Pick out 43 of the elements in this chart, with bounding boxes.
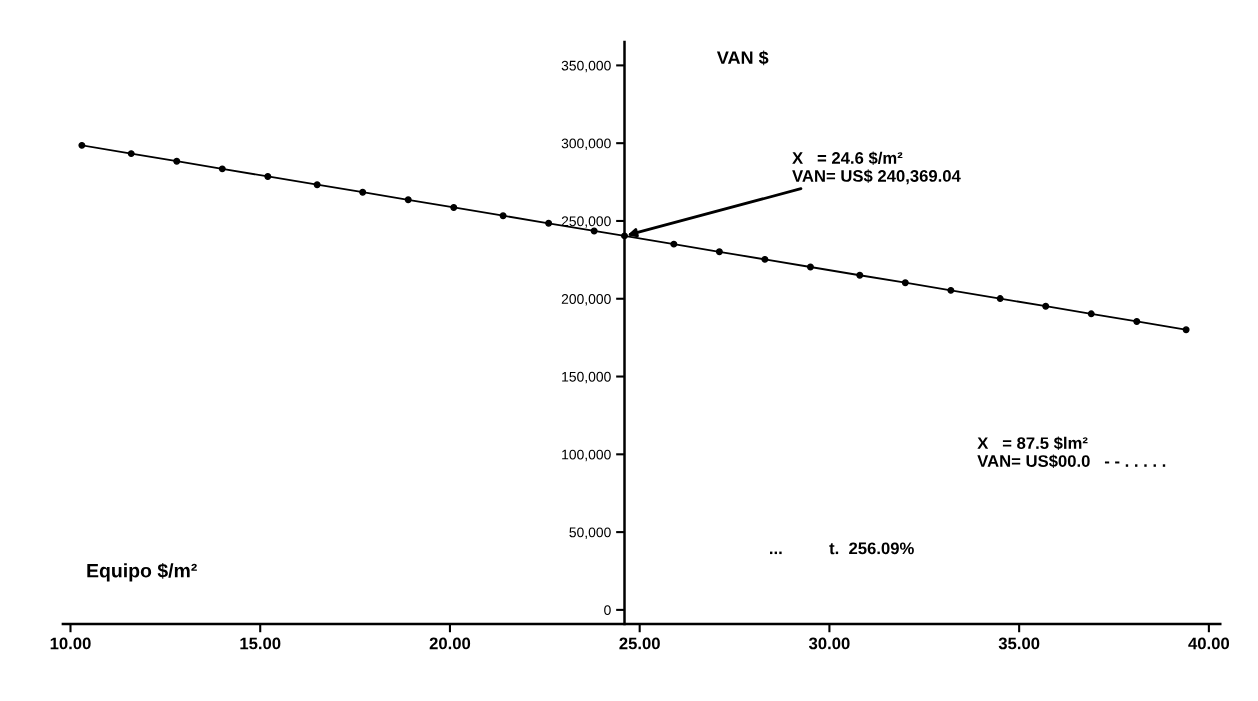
x-tick-label: 30.00 xyxy=(808,637,850,650)
point xyxy=(761,255,769,263)
annotation: ... t. 256.09% xyxy=(770,542,914,555)
point xyxy=(313,181,321,189)
point xyxy=(996,295,1004,303)
point xyxy=(1087,310,1095,318)
point xyxy=(499,212,507,220)
point xyxy=(78,141,86,149)
x-tick-label: 10.00 xyxy=(50,637,91,650)
y-tick-label: 200,000 xyxy=(561,294,611,306)
point xyxy=(1042,302,1050,310)
x-axis-title: Equipo $/m² xyxy=(87,562,197,582)
point xyxy=(264,172,272,180)
y-tick-label: 50,000 xyxy=(569,527,611,539)
y-tick-label: 300,000 xyxy=(561,138,611,150)
point xyxy=(404,196,412,204)
y-axis-title: VAN $ xyxy=(716,50,769,66)
x-tick-label: 25.00 xyxy=(619,637,660,650)
x-tick-label: 40.00 xyxy=(1188,637,1230,650)
annotation: X = 87.5 $lm² VAN= US$00.0 - - . . . . . xyxy=(977,436,1166,469)
x-tick-label: 35.00 xyxy=(998,637,1040,650)
point xyxy=(1133,317,1141,325)
x-tick-label: 15.00 xyxy=(240,637,281,650)
point xyxy=(218,165,226,173)
point xyxy=(901,279,909,287)
y-tick-label: 0 xyxy=(604,605,611,616)
y-tick-label: 100,000 xyxy=(562,449,611,462)
annotation: X = 24.6 $/m² VAN= US$ 240,369.04 xyxy=(792,151,961,185)
point xyxy=(947,286,955,294)
y-tick-label: 250,000 xyxy=(561,216,611,228)
y-tick-label: 150,000 xyxy=(562,371,611,384)
point xyxy=(545,219,553,227)
point xyxy=(173,157,181,165)
point xyxy=(806,263,814,271)
point xyxy=(1182,326,1190,334)
point xyxy=(359,188,367,196)
point xyxy=(715,248,723,256)
y-tick-label: 350,000 xyxy=(561,60,611,73)
point xyxy=(127,150,135,158)
point xyxy=(856,271,864,279)
x-tick-label: 20.00 xyxy=(429,637,471,650)
point xyxy=(450,203,458,211)
point xyxy=(670,240,678,248)
